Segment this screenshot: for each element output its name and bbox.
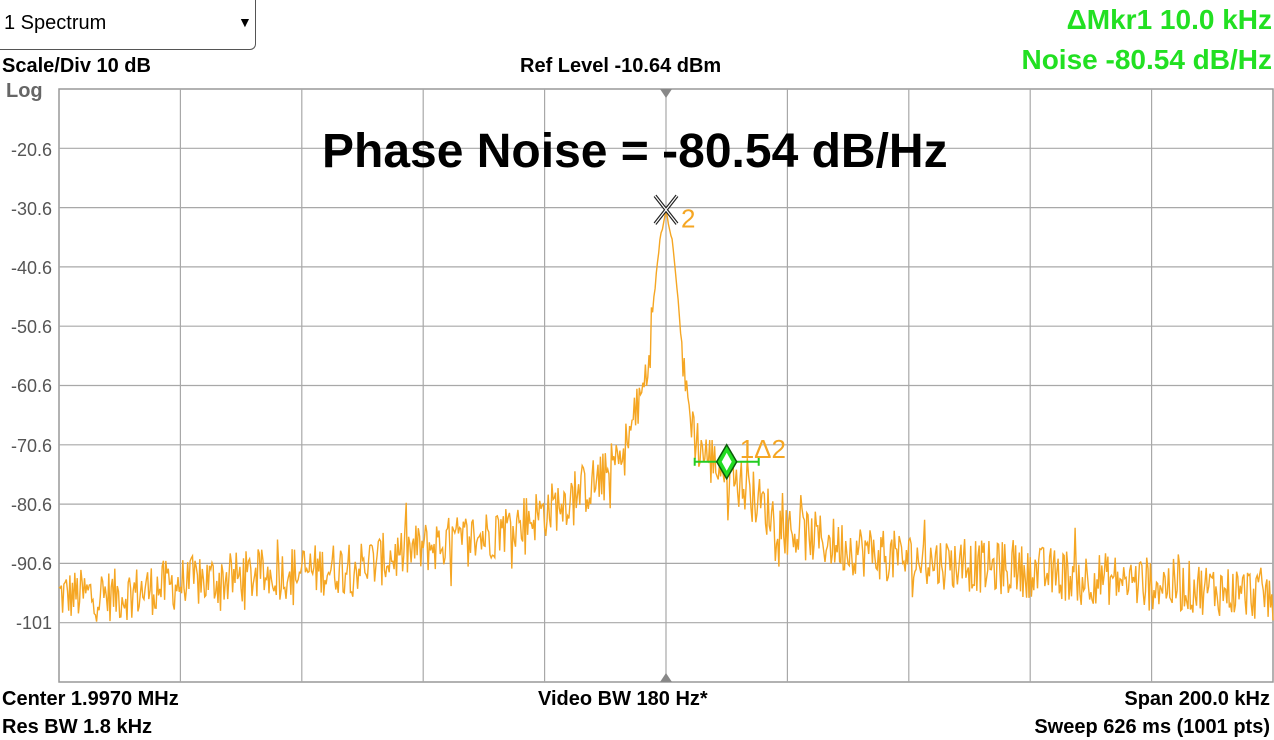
y-tick-label: -50.6 bbox=[10, 317, 52, 337]
scale-per-div: Scale/Div 10 dB bbox=[2, 55, 151, 77]
delta-marker-label: 1Δ2 bbox=[740, 434, 786, 464]
center-frequency: Center 1.9970 MHz bbox=[2, 688, 179, 710]
dropdown-arrow-icon: ▼ bbox=[238, 14, 252, 30]
y-tick-label: -20.6 bbox=[10, 140, 52, 160]
y-tick-label: -101 bbox=[15, 613, 52, 633]
res-bw: Res BW 1.8 kHz bbox=[2, 716, 153, 738]
center-bottom-marker-icon bbox=[660, 673, 672, 682]
span: Span 200.0 kHz bbox=[1124, 688, 1270, 710]
trace-selector-dropdown[interactable]: 1 Spectrum ▼ bbox=[0, 0, 256, 50]
ref-level: Ref Level -10.64 dBm bbox=[520, 55, 722, 77]
trace-selector-value: 1 Spectrum bbox=[4, 12, 107, 34]
center-top-marker-icon bbox=[660, 89, 672, 98]
reference-marker-icon-inner bbox=[654, 195, 678, 225]
y-tick-label: -80.6 bbox=[10, 495, 52, 515]
sweep-time: Sweep 626 ms (1001 pts) bbox=[1034, 716, 1270, 738]
video-bw: Video BW 180 Hz* bbox=[538, 688, 708, 710]
y-tick-label: -40.6 bbox=[10, 258, 52, 278]
phase-noise-annotation: Phase Noise = -80.54 dB/Hz bbox=[322, 125, 948, 178]
y-tick-label: -60.6 bbox=[10, 376, 52, 396]
marker-layer: 2 1Δ2 bbox=[653, 194, 786, 481]
marker-delta-readout: ΔMkr1 10.0 kHz bbox=[1066, 4, 1272, 35]
y-tick-label: -70.6 bbox=[10, 436, 52, 456]
reference-marker-label: 2 bbox=[681, 204, 695, 234]
delta-marker-diamond-inner-icon bbox=[721, 452, 732, 471]
scale-type-label: Log bbox=[6, 80, 43, 102]
y-tick-label: -30.6 bbox=[10, 199, 52, 219]
marker-noise-readout: Noise -80.54 dB/Hz bbox=[1021, 44, 1272, 75]
y-tick-label: -90.6 bbox=[10, 554, 52, 574]
